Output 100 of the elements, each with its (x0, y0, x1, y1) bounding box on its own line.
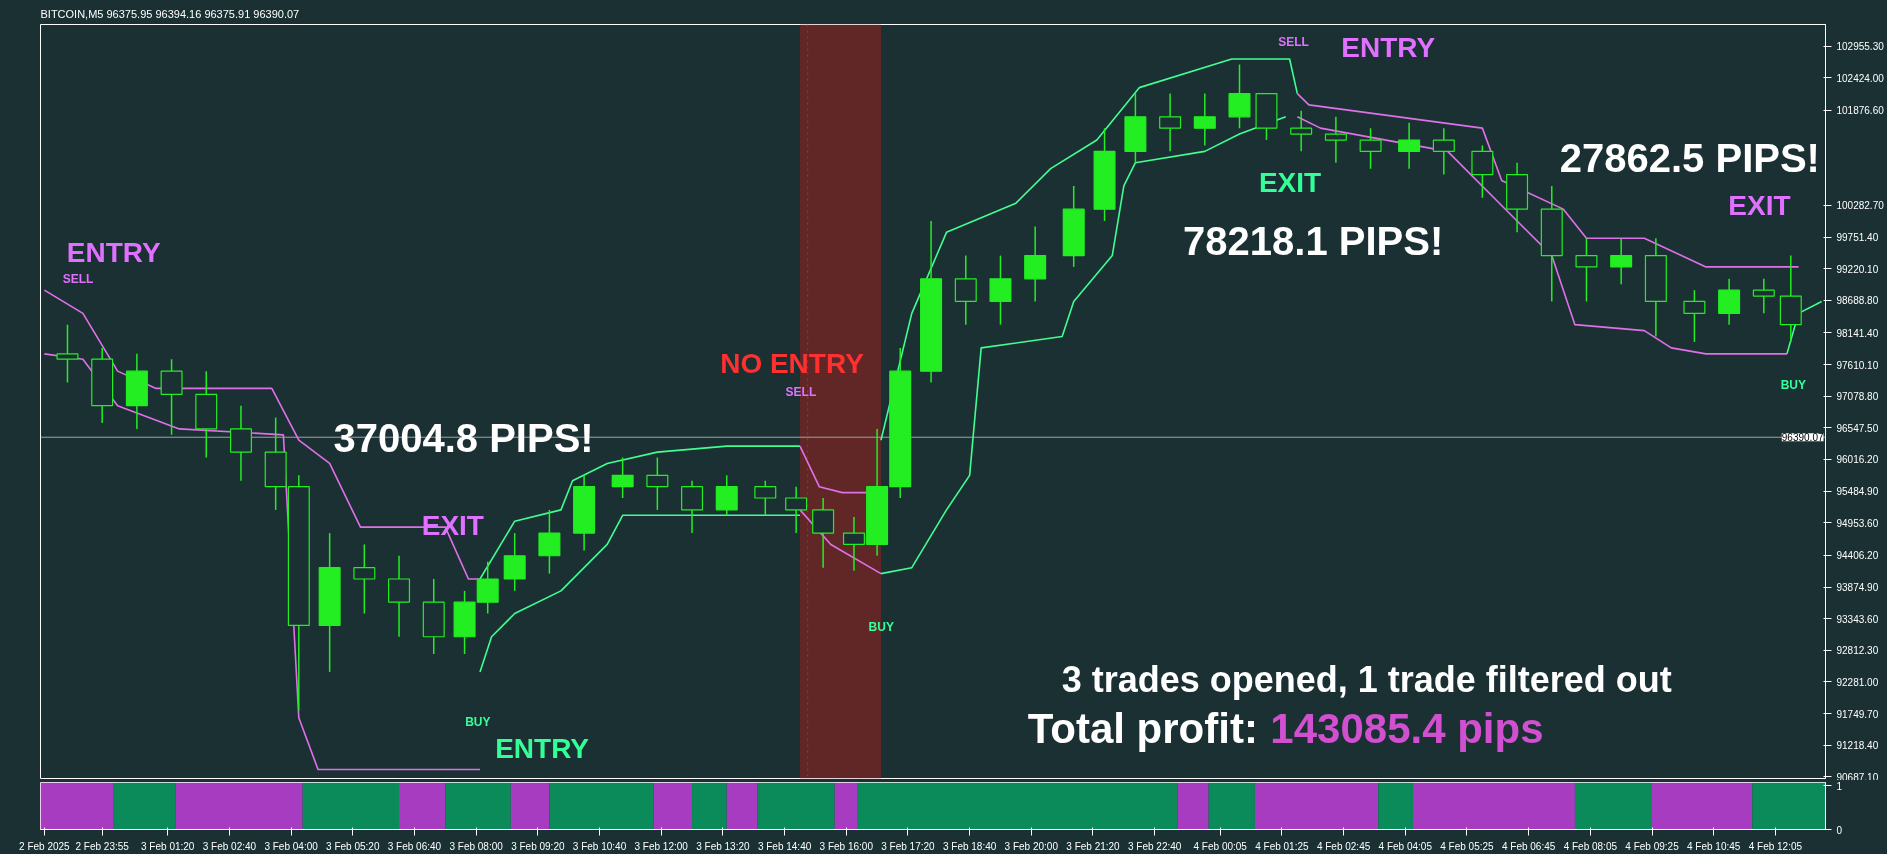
candlestick (1193, 92, 1216, 147)
x-tick-label: 4 Feb 06:45 (1501, 840, 1556, 852)
y-tick-label: 91218.40 (1836, 740, 1879, 752)
ref-line-label: 96390.07 (1781, 432, 1824, 444)
candlestick (56, 323, 79, 384)
x-tick-label: 4 Feb 01:25 (1255, 840, 1310, 852)
annotation: ENTRY (1341, 32, 1436, 64)
candlestick (812, 497, 835, 569)
y-tick-label: 1 (1836, 780, 1843, 792)
candlestick (1540, 185, 1563, 303)
candlestick (353, 543, 376, 615)
x-tick-label: 4 Feb 10:45 (1687, 840, 1741, 852)
candlestick (195, 370, 218, 459)
candlestick (1324, 116, 1347, 164)
x-tick-label: 3 Feb 17:20 (881, 840, 936, 852)
y-tick-label: 0 (1836, 824, 1843, 836)
x-tick-label: 3 Feb 06:40 (387, 840, 442, 852)
y-tick-label: 102955.30 (1836, 41, 1885, 53)
annotation: EXIT (421, 509, 484, 541)
x-tick-label: 4 Feb 12:05 (1748, 840, 1803, 852)
y-tick-label: 98688.80 (1836, 295, 1879, 307)
annotation: SELL (62, 272, 94, 287)
annotation: 37004.8 PIPS! (333, 415, 594, 460)
x-tick-label: 3 Feb 16:00 (819, 840, 874, 852)
annotation: ENTRY (495, 732, 590, 764)
y-tick-label: 93874.90 (1836, 582, 1879, 594)
x-tick-label: 3 Feb 10:40 (572, 840, 627, 852)
y-tick-label: 93343.60 (1836, 613, 1879, 625)
annotation: BUY (465, 714, 491, 729)
candlestick (318, 532, 341, 673)
annotation: EXIT (1258, 167, 1322, 199)
annotation: SELL (1278, 34, 1309, 49)
candlestick (920, 220, 943, 384)
annotation: 78218.1 PIPS! (1183, 218, 1444, 263)
x-tick-label: 3 Feb 05:20 (326, 840, 380, 852)
y-tick-label: 94406.20 (1836, 550, 1879, 562)
x-tick-label: 2 Feb 23:55 (75, 840, 130, 852)
x-tick-label: 4 Feb 09:25 (1625, 840, 1680, 852)
y-tick-label: 92812.30 (1836, 645, 1879, 657)
annotation: Total profit: (1027, 705, 1258, 753)
x-tick-label: 3 Feb 02:40 (202, 840, 257, 852)
candlestick (91, 347, 114, 424)
x-tick-label: 3 Feb 22:40 (1127, 840, 1182, 852)
y-tick-label: 90687.10 (1836, 771, 1879, 783)
annotation: EXIT (1728, 189, 1791, 221)
annotation: SELL (785, 385, 817, 400)
annotation: BUY (1780, 377, 1807, 392)
chart-title: BITCOIN,M5 96375.95 96394.16 96375.91 96390.07 (40, 7, 300, 20)
x-tick-label: 4 Feb 02:45 (1316, 840, 1371, 852)
candlestick (573, 474, 596, 552)
candlestick (1290, 110, 1313, 153)
candlestick (229, 404, 252, 482)
x-tick-label: 4 Feb 05:25 (1440, 840, 1495, 852)
y-tick-label: 98141.40 (1836, 327, 1879, 339)
x-tick-label: 4 Feb 08:05 (1563, 840, 1618, 852)
candlestick (1779, 254, 1802, 343)
candlestick (1718, 278, 1741, 326)
candlestick (1398, 122, 1421, 170)
y-tick-label: 91749.70 (1836, 708, 1879, 720)
x-tick-label: 3 Feb 14:40 (757, 840, 812, 852)
candlestick (1432, 127, 1455, 176)
x-tick-label: 4 Feb 04:05 (1378, 840, 1433, 852)
y-tick-label: 97078.80 (1836, 391, 1879, 403)
y-tick-label: 95484.90 (1836, 486, 1879, 498)
candlestick (989, 254, 1012, 326)
y-tick-label: 100282.70 (1836, 200, 1885, 212)
x-tick-label: 4 Feb 00:05 (1193, 840, 1248, 852)
y-tick-label: 92281.00 (1836, 676, 1879, 688)
candlestick (1159, 92, 1182, 153)
x-tick-label: 3 Feb 13:20 (696, 840, 751, 852)
annotation: 3 trades opened, 1 trade filtered out (1061, 659, 1672, 701)
candlestick (1752, 278, 1775, 315)
x-tick-label: 3 Feb 12:00 (634, 840, 689, 852)
y-tick-label: 101876.60 (1836, 105, 1885, 117)
y-tick-label: 99751.40 (1836, 232, 1879, 244)
annotation: ENTRY (66, 237, 161, 269)
x-tick-label: 3 Feb 20:00 (1004, 840, 1059, 852)
candlestick (1610, 237, 1633, 285)
y-tick-label: 99220.10 (1836, 263, 1879, 275)
x-tick-label: 3 Feb 09:20 (511, 840, 565, 852)
x-tick-label: 3 Feb 08:00 (449, 840, 504, 852)
candlestick (125, 353, 148, 430)
candlestick (954, 254, 977, 326)
y-tick-label: 94953.60 (1836, 517, 1879, 529)
candlestick (681, 479, 704, 534)
annotation: NO ENTRY (720, 348, 865, 380)
x-tick-label: 3 Feb 18:40 (942, 840, 997, 852)
x-tick-label: 3 Feb 04:00 (264, 840, 319, 852)
y-tick-label: 97610.10 (1836, 359, 1879, 371)
candlestick (388, 555, 411, 638)
x-tick-label: 2 Feb 2025 (19, 840, 71, 852)
candlestick (785, 485, 808, 534)
candlestick (1644, 237, 1667, 338)
y-tick-label: 102424.00 (1836, 72, 1885, 84)
y-tick-label: 96547.50 (1836, 422, 1879, 434)
annotation: BUY (868, 619, 894, 634)
x-tick-label: 3 Feb 01:20 (141, 840, 195, 852)
y-tick-label: 96016.20 (1836, 454, 1879, 466)
candlestick (1024, 225, 1047, 303)
candlestick (1506, 161, 1529, 234)
